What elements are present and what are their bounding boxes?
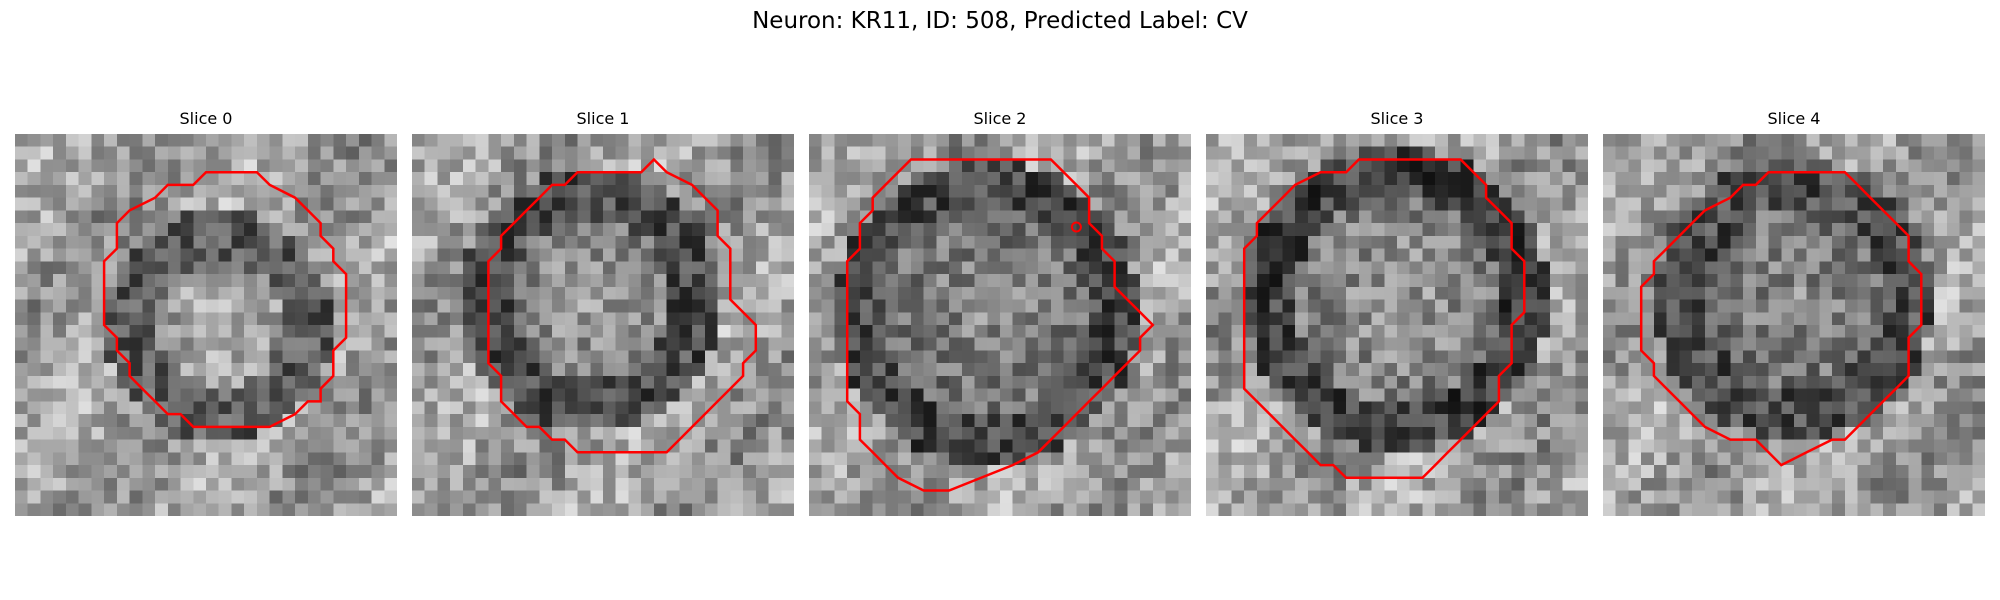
slice-panel-2: Slice 2 [809, 109, 1191, 516]
slice-title: Slice 2 [973, 109, 1027, 128]
contour-island [1070, 221, 1082, 233]
contour-line [487, 157, 758, 454]
contour-overlay [1639, 170, 1923, 467]
slice-title: Slice 4 [1767, 109, 1821, 128]
contour-line [845, 158, 1155, 492]
slice-panel-4: Slice 4 [1603, 109, 1985, 516]
slice-panel-0: Slice 0 [15, 109, 397, 516]
contour-overlay [102, 170, 348, 429]
figure-title: Neuron: KR11, ID: 508, Predicted Label: … [752, 8, 1248, 34]
slice-title: Slice 0 [179, 109, 233, 128]
microscopy-image [15, 134, 397, 516]
slice-title: Slice 1 [576, 109, 630, 128]
contour-line [102, 170, 348, 429]
microscopy-image [1206, 134, 1588, 516]
slice-title: Slice 3 [1370, 109, 1424, 128]
slice-panel-3: Slice 3 [1206, 109, 1588, 516]
contour-line [1639, 170, 1923, 467]
contour-overlay [845, 158, 1155, 492]
slice-panel-1: Slice 1 [412, 109, 794, 516]
contour-line [1242, 158, 1526, 480]
contour-overlay [1242, 158, 1526, 480]
contour-overlay [487, 157, 758, 454]
